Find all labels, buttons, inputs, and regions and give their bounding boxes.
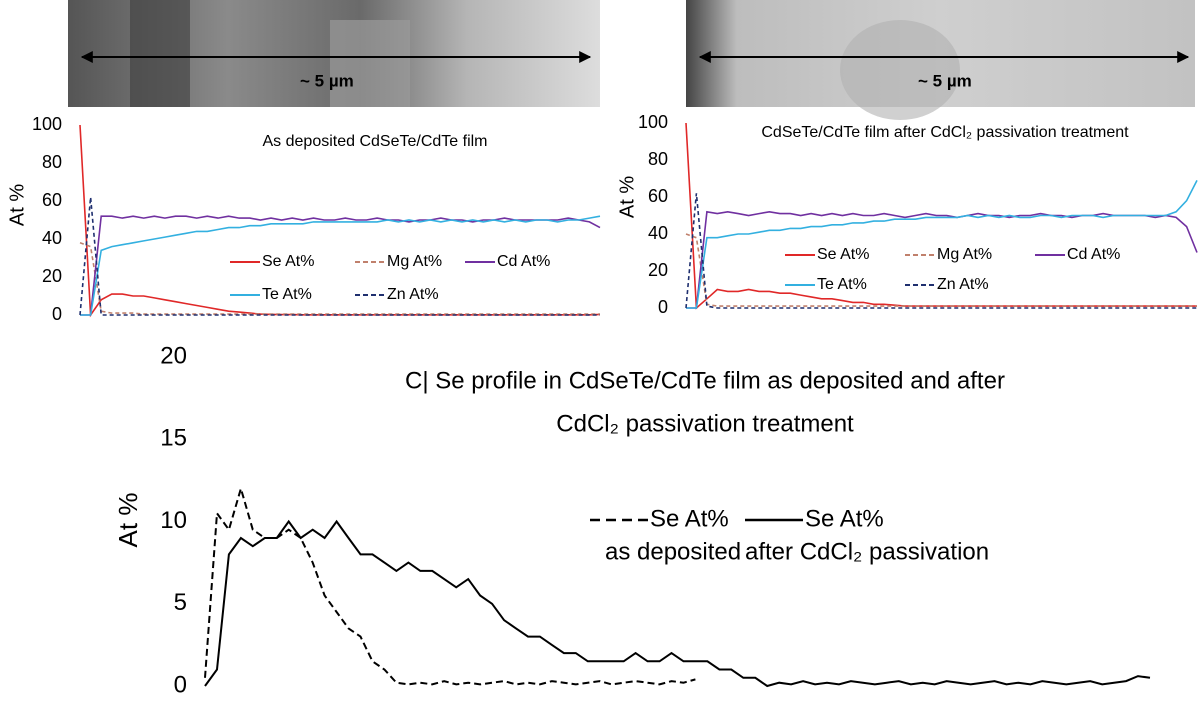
chart-title: As deposited CdSeTe/CdTe film: [263, 133, 488, 150]
data-line: [79, 197, 600, 316]
chart-title: C| Se profile in CdSeTe/CdTe film as dep…: [405, 367, 1005, 394]
y-tick-label: 10: [160, 507, 187, 534]
legend-sublabel: after CdCl₂ passivation: [745, 538, 989, 565]
y-tick-label: 15: [160, 425, 187, 452]
micrograph: ~ 5 µm: [686, 0, 1195, 120]
legend-label: Mg At%: [387, 253, 442, 270]
y-tick-label: 80: [42, 152, 62, 172]
y-tick-label: 0: [658, 297, 668, 317]
scale-label: ~ 5 µm: [300, 71, 354, 90]
chart-title: CdCl₂ passivation treatment: [556, 410, 854, 437]
legend-sublabel: as deposited: [605, 538, 741, 565]
data-line: [80, 215, 601, 316]
y-tick-label: 100: [32, 114, 62, 134]
data-line: [79, 242, 600, 315]
legend-label: Cd At%: [497, 253, 550, 270]
legend-label: Zn At%: [387, 286, 439, 303]
legend-label: Mg At%: [937, 246, 992, 263]
data-line: [685, 193, 1197, 309]
y-tick-label: 20: [160, 342, 187, 369]
legend-label: Se At%: [817, 246, 869, 263]
data-line: [204, 485, 696, 686]
y-axis-label: At %: [113, 493, 143, 548]
data-line: [686, 180, 1198, 309]
y-tick-label: 0: [52, 304, 62, 324]
y-tick-label: 60: [648, 186, 668, 206]
y-tick-label: 80: [648, 149, 668, 169]
legend-label: Se At%: [650, 505, 729, 532]
y-tick-label: 40: [42, 228, 62, 248]
scale-label: ~ 5 µm: [918, 71, 972, 90]
y-tick-label: 20: [648, 260, 668, 280]
legend-label: Cd At%: [1067, 246, 1120, 263]
legend-label: Te At%: [262, 286, 312, 303]
legend-label: Te At%: [817, 276, 867, 293]
legend-label: Se At%: [805, 505, 884, 532]
legend-label: Zn At%: [937, 276, 989, 293]
y-tick-label: 40: [648, 223, 668, 243]
data-line: [685, 233, 1197, 307]
y-tick-label: 20: [42, 266, 62, 286]
y-tick-label: 100: [638, 112, 668, 132]
y-axis-label: At %: [6, 184, 28, 226]
y-tick-label: 0: [174, 671, 187, 698]
chart-title: CdSeTe/CdTe film after CdCl₂ passivation…: [761, 124, 1129, 141]
data-line: [204, 519, 1151, 688]
y-tick-label: 60: [42, 190, 62, 210]
y-tick-label: 5: [174, 589, 187, 616]
y-axis-label: At %: [616, 176, 638, 218]
legend-label: Se At%: [262, 253, 314, 270]
micrograph: ~ 5 µm: [68, 0, 600, 107]
